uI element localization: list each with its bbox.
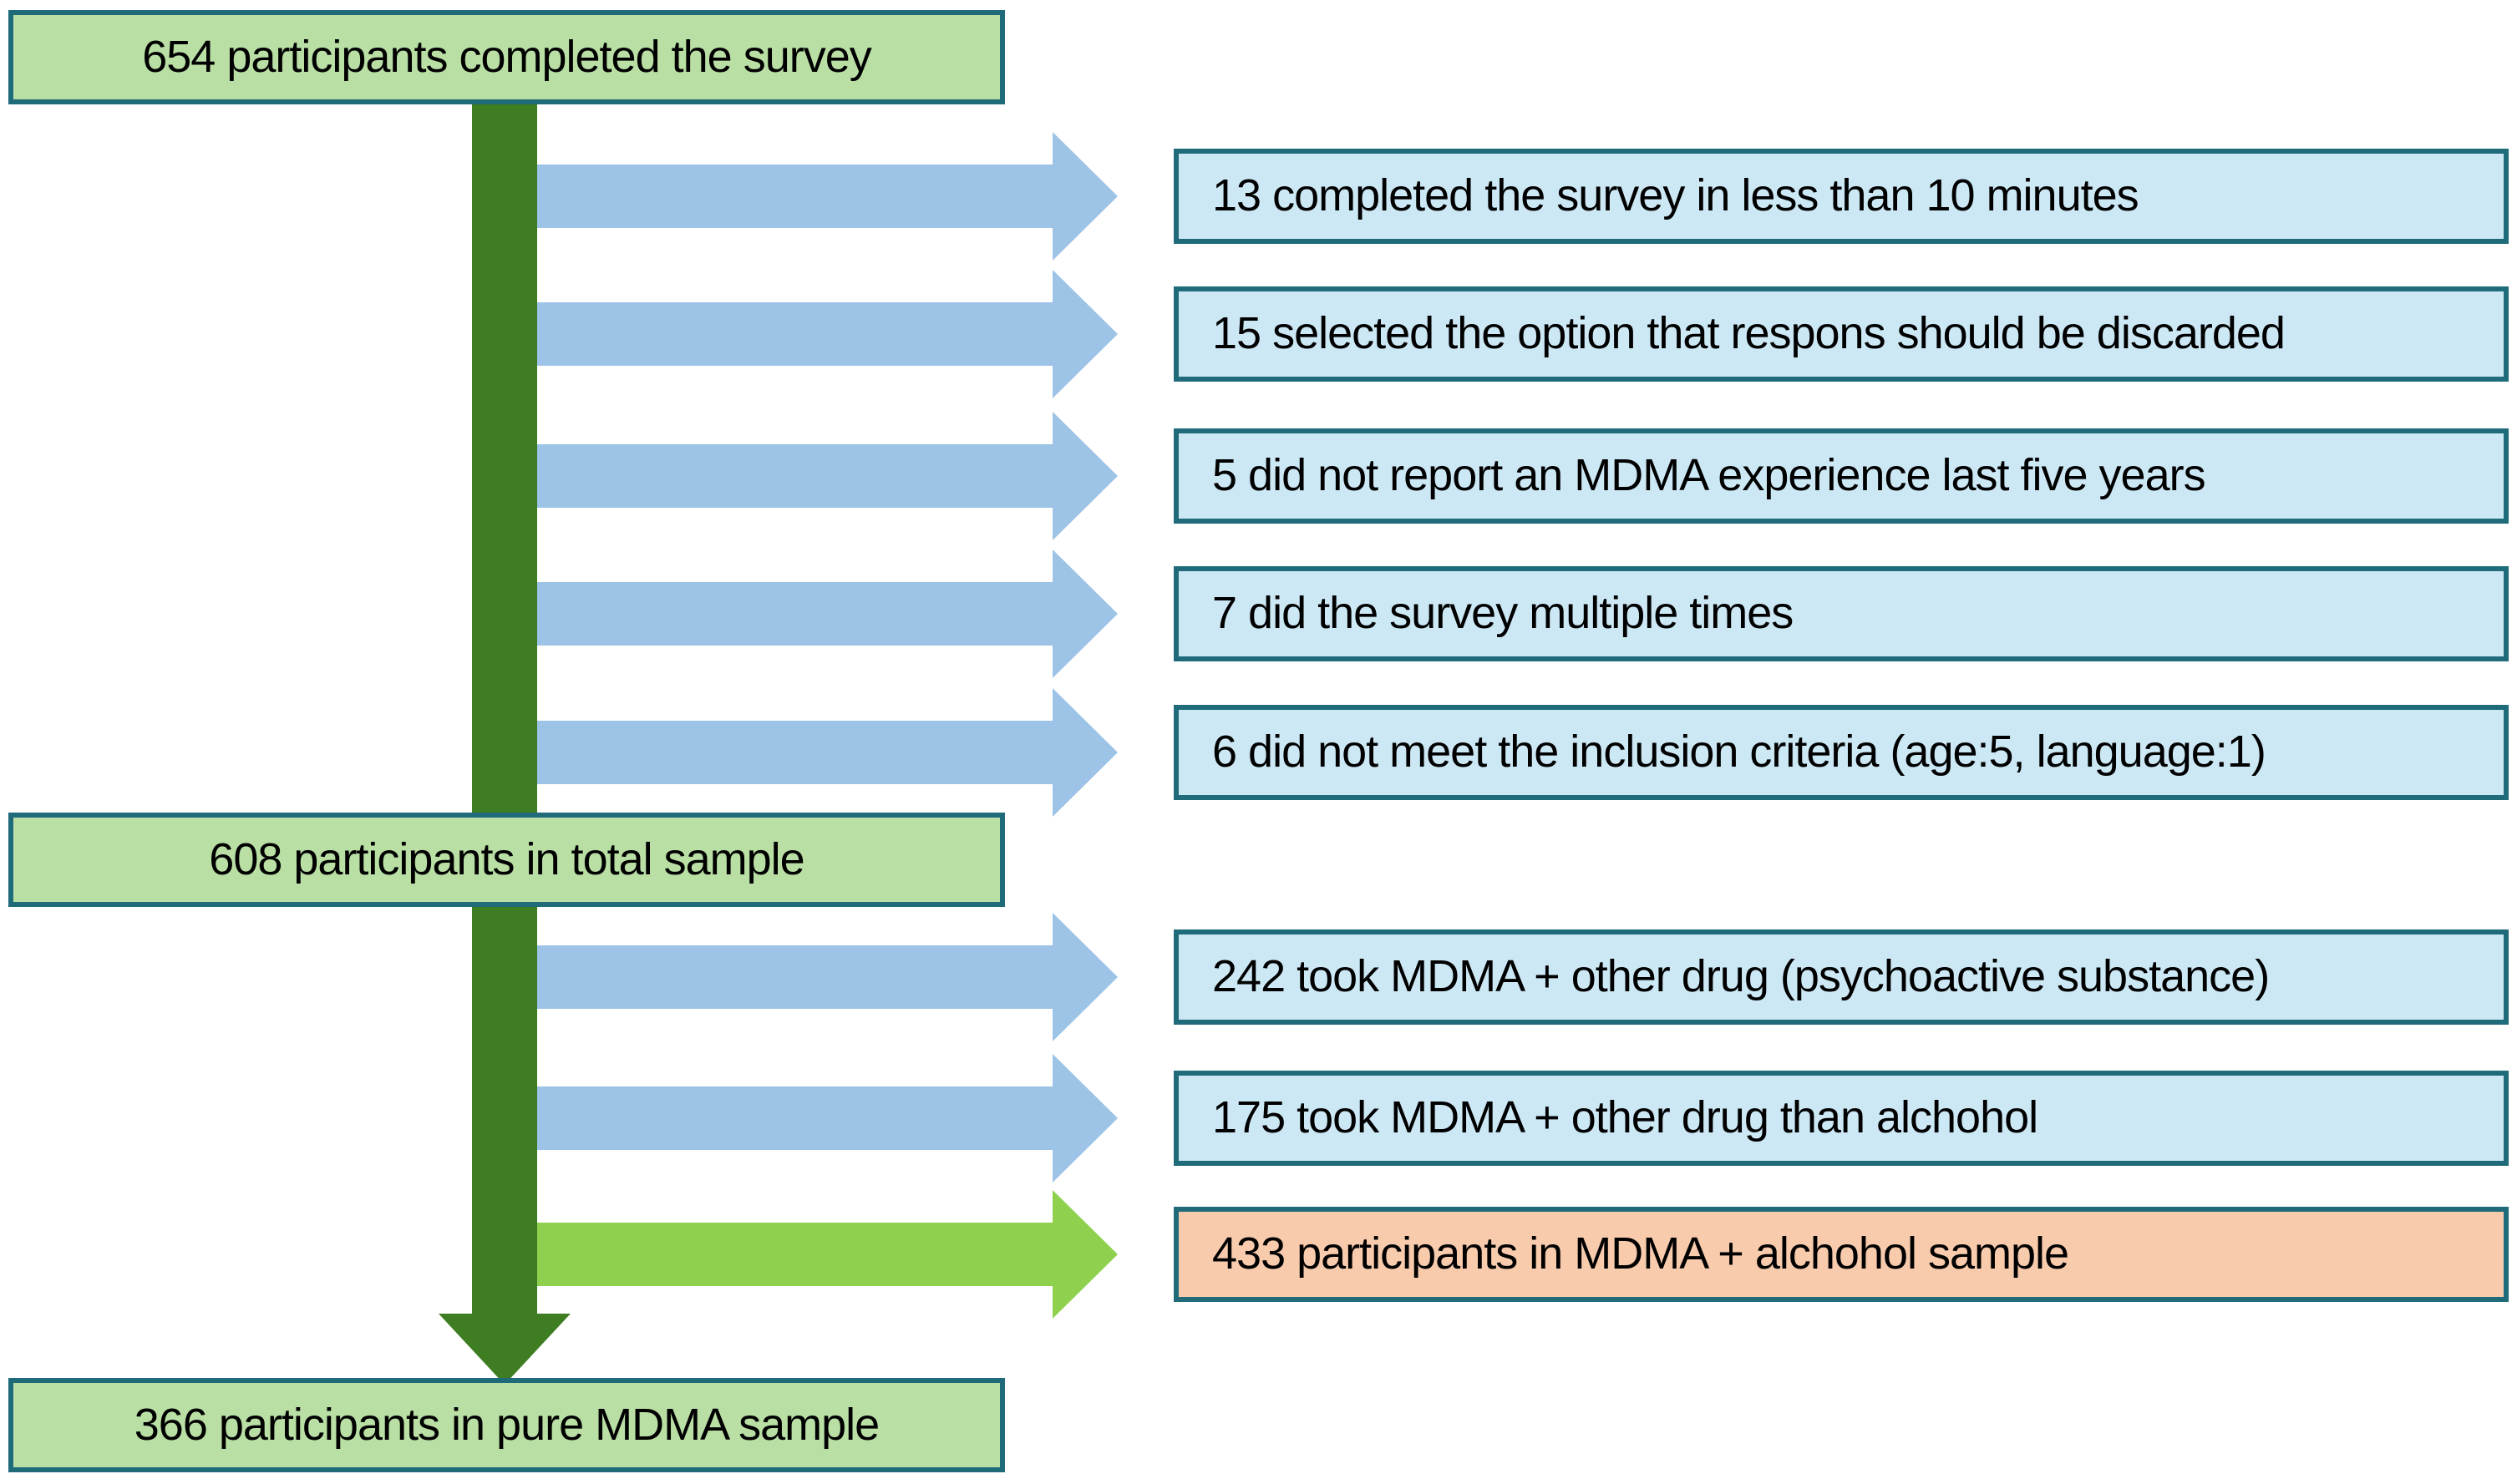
- exclusion-box-label: 175 took MDMA + other drug than alchohol: [1212, 1092, 2038, 1143]
- start-box: 654 participants completed the survey: [8, 10, 1005, 104]
- alcohol-sample-arrow: [537, 1223, 1053, 1286]
- exclusion-box-label: 7 did the survey multiple times: [1212, 588, 1794, 639]
- alcohol-sample-box-label: 433 participants in MDMA + alchohol samp…: [1212, 1228, 2069, 1279]
- exclusion-arrow: [537, 945, 1053, 1009]
- exclusion-box: 13 completed the survey in less than 10 …: [1174, 149, 2509, 244]
- exclusion-box-label: 242 took MDMA + other drug (psychoactive…: [1212, 951, 2270, 1002]
- exclusion-arrow: [537, 1086, 1053, 1150]
- exclusion-arrow-head-icon: [1053, 913, 1118, 1041]
- exclusion-arrow-head-icon: [1053, 132, 1118, 261]
- exclusion-box: 175 took MDMA + other drug than alchohol: [1174, 1071, 2509, 1166]
- exclusion-arrow-head-icon: [1053, 1054, 1118, 1183]
- exclusion-arrow-head-icon: [1053, 688, 1118, 817]
- main-flow-arrow-head-icon: [439, 1314, 571, 1385]
- exclusion-box: 5 did not report an MDMA experience last…: [1174, 428, 2509, 524]
- exclusion-box: 242 took MDMA + other drug (psychoactive…: [1174, 929, 2509, 1025]
- exclusion-box-label: 5 did not report an MDMA experience last…: [1212, 450, 2206, 501]
- exclusion-arrow: [537, 165, 1053, 228]
- exclusion-box: 15 selected the option that respons shou…: [1174, 286, 2509, 382]
- exclusion-box-label: 6 did not meet the inclusion criteria (a…: [1212, 727, 2266, 777]
- exclusion-arrow: [537, 302, 1053, 366]
- exclusion-box-label: 13 completed the survey in less than 10 …: [1212, 170, 2139, 221]
- exclusion-arrow: [537, 582, 1053, 646]
- alcohol-sample-box: 433 participants in MDMA + alchohol samp…: [1174, 1207, 2509, 1302]
- exclusion-box: 7 did the survey multiple times: [1174, 566, 2509, 661]
- alcohol-sample-arrow-head-icon: [1053, 1190, 1118, 1319]
- exclusion-arrow: [537, 721, 1053, 784]
- main-flow-arrow-shaft: [472, 103, 537, 1314]
- total-sample-box: 608 participants in total sample: [8, 813, 1005, 907]
- exclusion-arrow: [537, 444, 1053, 508]
- exclusion-arrow-head-icon: [1053, 270, 1118, 398]
- exclusion-arrow-head-icon: [1053, 550, 1118, 678]
- start-box-label: 654 participants completed the survey: [142, 31, 872, 82]
- exclusion-box: 6 did not meet the inclusion criteria (a…: [1174, 705, 2509, 800]
- exclusion-arrow-head-icon: [1053, 412, 1118, 540]
- pure-mdma-sample-box-label: 366 participants in pure MDMA sample: [134, 1399, 880, 1450]
- pure-mdma-sample-box: 366 participants in pure MDMA sample: [8, 1378, 1005, 1472]
- total-sample-box-label: 608 participants in total sample: [209, 833, 804, 884]
- exclusion-box-label: 15 selected the option that respons shou…: [1212, 308, 2286, 359]
